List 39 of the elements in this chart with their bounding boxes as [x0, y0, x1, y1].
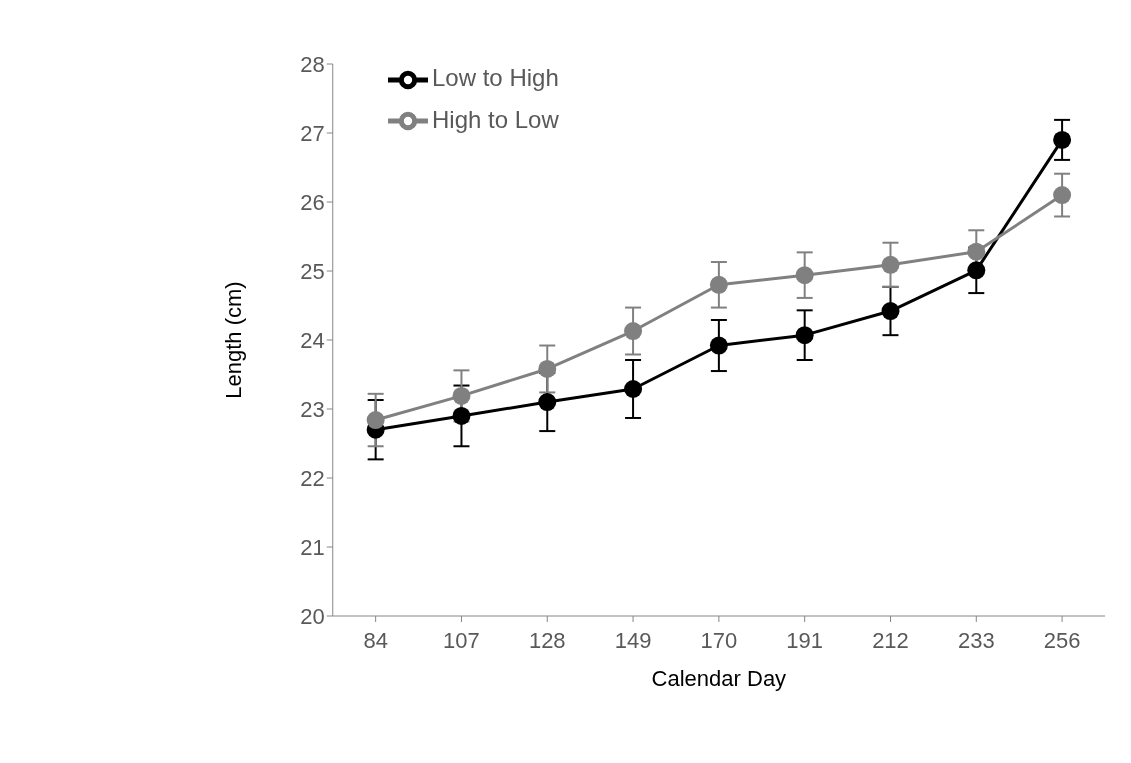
- point: [709, 336, 728, 355]
- point: [795, 266, 814, 285]
- point: [624, 379, 643, 398]
- point: [881, 302, 900, 321]
- point: [538, 393, 557, 412]
- legend-label: High to Low: [432, 105, 559, 133]
- point: [538, 359, 557, 378]
- point: [452, 406, 471, 425]
- y-tick-label: 25: [300, 258, 325, 284]
- x-tick-label: 191: [786, 627, 824, 653]
- x-tick-label: 84: [363, 627, 388, 653]
- x-tick-label: 212: [872, 627, 909, 653]
- point: [1053, 130, 1072, 149]
- x-tick-label: 233: [957, 627, 995, 653]
- point: [709, 275, 728, 294]
- point: [366, 411, 385, 430]
- point: [967, 242, 986, 261]
- x-tick-label: 256: [1043, 627, 1081, 653]
- point: [1053, 186, 1072, 205]
- y-tick-label: 20: [300, 603, 325, 629]
- y-tick-label: 28: [300, 51, 325, 77]
- x-axis-title: Calendar Day: [651, 666, 787, 691]
- point: [881, 255, 900, 274]
- y-tick-label: 21: [300, 534, 325, 560]
- x-tick-label: 149: [614, 627, 652, 653]
- y-tick-label: 23: [300, 396, 325, 422]
- y-axis-title: Length (cm): [220, 281, 246, 399]
- legend-label: Low to High: [432, 64, 559, 91]
- point: [795, 326, 814, 345]
- y-tick-label: 24: [300, 327, 325, 353]
- y-tick-label: 27: [300, 120, 325, 146]
- x-tick-label: 128: [528, 627, 566, 653]
- y-tick-label: 22: [300, 465, 325, 491]
- x-tick-label: 107: [443, 627, 480, 653]
- point: [624, 322, 643, 341]
- point: [967, 261, 986, 280]
- point: [452, 386, 471, 405]
- y-tick-label: 26: [300, 189, 325, 215]
- x-tick-label: 170: [700, 627, 738, 653]
